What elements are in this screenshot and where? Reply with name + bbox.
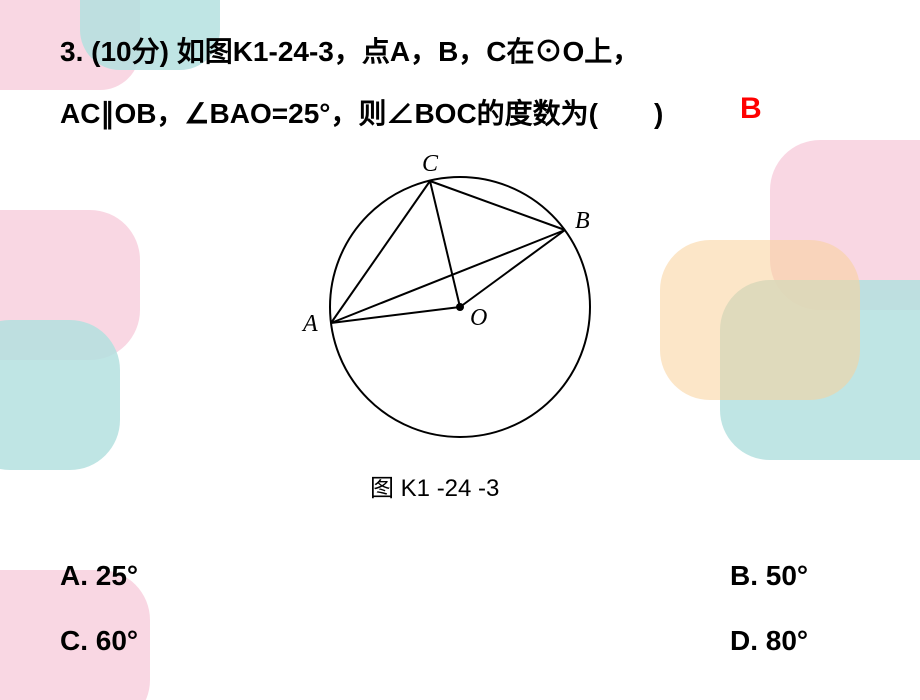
svg-text:C: C: [422, 151, 439, 177]
svg-text:O: O: [470, 305, 487, 331]
option-d: D. 80°: [730, 625, 808, 657]
option-b: B. 50°: [730, 560, 808, 592]
option-c: C. 60°: [60, 625, 138, 657]
option-a: A. 25°: [60, 560, 138, 592]
svg-text:B: B: [575, 208, 590, 234]
figure-caption: 图 K1 -24 -3: [370, 468, 499, 503]
question-line-2: AC∥OB，∠BAO=25°，则∠BOC的度数为( ): [60, 92, 663, 132]
svg-text:A: A: [301, 311, 318, 337]
geometry-figure: A B C O: [290, 145, 630, 465]
decor-right: [600, 140, 920, 520]
question-line-1: 3. (10分) 如图K1-24-3，点A，B，C在⊙O上，: [60, 30, 640, 70]
answer-mark: B: [740, 92, 762, 126]
decor-left-mid: [0, 210, 220, 470]
